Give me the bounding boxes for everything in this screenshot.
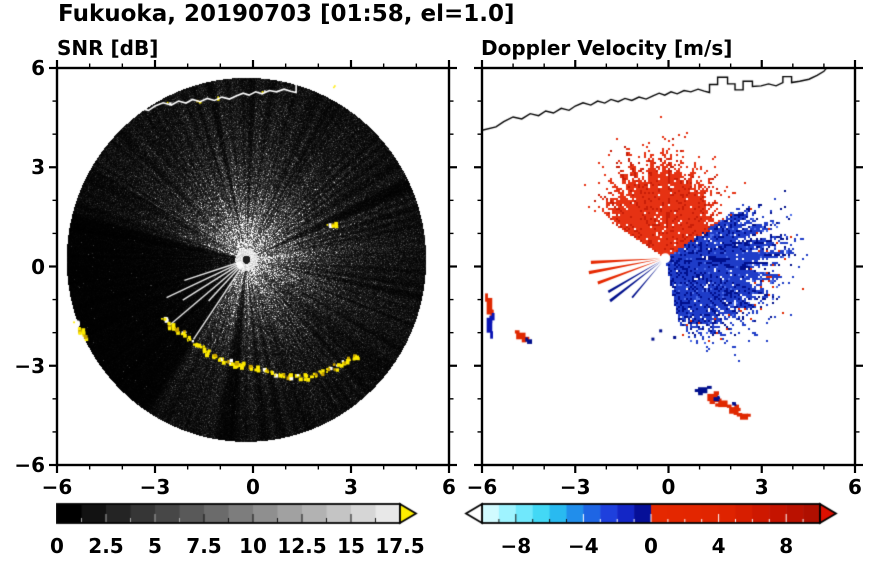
snr-panel-title: SNR [dB]: [57, 36, 159, 60]
snr-y-tick-label: 0: [31, 254, 45, 279]
velocity-x-tick-label: −6: [466, 475, 498, 499]
snr-colorbar-label: 7.5: [186, 534, 222, 558]
velocity-x-tick-label: −3: [559, 475, 591, 499]
snr-y-tick-label: 6: [31, 56, 45, 80]
figure-title: Fukuoka, 20190703 [01:58, el=1.0]: [58, 1, 515, 27]
velocity-colorbar: [462, 502, 840, 525]
velocity-colorbar-label: −4: [568, 534, 599, 558]
snr-axes: [49, 60, 457, 473]
snr-colorbar-label: 15: [337, 534, 365, 558]
snr-x-tick-label: 0: [246, 475, 260, 499]
snr-colorbar-label: 0: [50, 534, 64, 558]
snr-x-tick-label: −6: [41, 475, 73, 499]
snr-y-tick-label: −3: [14, 353, 45, 378]
snr-x-tick-label: 3: [344, 475, 358, 499]
velocity-panel-title: Doppler Velocity [m/s]: [481, 36, 733, 60]
snr-colorbar-label: 5: [148, 534, 162, 558]
snr-colorbar-label: 2.5: [88, 534, 124, 558]
velocity-frame: [480, 66, 857, 467]
velocity-colorbar-label: 0: [644, 534, 658, 558]
snr-colorbar-label: 17.5: [375, 534, 425, 558]
snr-x-tick-label: −3: [139, 475, 171, 499]
snr-radar-canvas: [57, 68, 449, 465]
velocity-x-tick-label: 6: [848, 475, 862, 499]
snr-y-tick-label: 3: [31, 155, 45, 180]
velocity-colorbar-label: 4: [711, 534, 726, 558]
snr-x-tick-label: 6: [442, 475, 456, 499]
velocity-colorbar-label: −8: [500, 534, 532, 558]
velocity-axes: [474, 60, 863, 473]
snr-colorbar-label: 12.5: [277, 534, 327, 558]
velocity-x-tick-label: 3: [754, 475, 769, 499]
velocity-radar-canvas: [482, 68, 855, 465]
snr-y-tick-label: −6: [14, 453, 45, 477]
snr-frame: [55, 66, 451, 467]
snr-colorbar-label: 10: [239, 534, 267, 558]
velocity-x-tick-label: 0: [661, 475, 676, 499]
velocity-colorbar-label: 8: [779, 534, 794, 558]
snr-colorbar: [56, 502, 421, 525]
